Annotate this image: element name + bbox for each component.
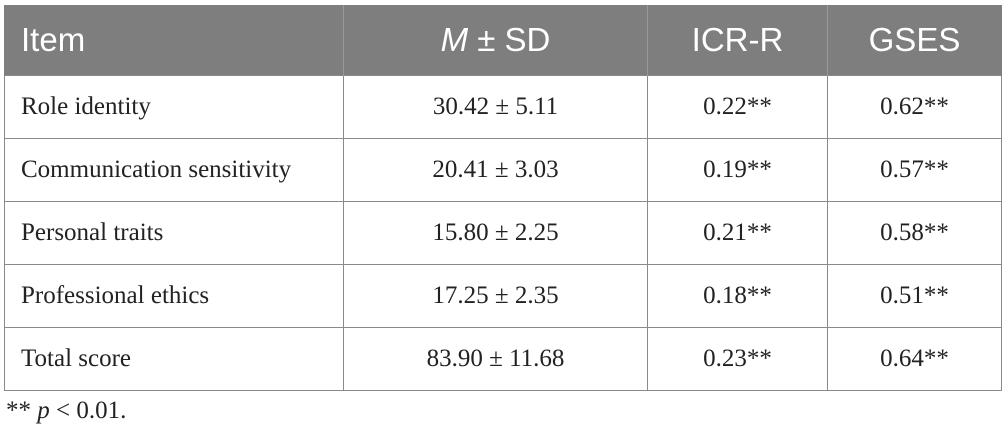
header-gses: GSES	[827, 5, 1002, 76]
footnote-stars: **	[6, 397, 38, 424]
cell-mean-sd: 30.42 ± 5.11	[343, 75, 648, 139]
cell-gses: 0.57**	[827, 138, 1002, 202]
cell-icr-r: 0.23**	[647, 327, 828, 391]
table-row: Personal traits 15.80 ± 2.25 0.21** 0.58…	[4, 201, 1002, 265]
cell-gses: 0.62**	[827, 75, 1002, 139]
cell-item: Total score	[4, 327, 344, 391]
cell-icr-r: 0.18**	[647, 264, 828, 328]
cell-gses: 0.64**	[827, 327, 1002, 391]
cell-icr-r: 0.19**	[647, 138, 828, 202]
footnote-rest: < 0.01.	[49, 397, 127, 424]
header-item: Item	[4, 5, 344, 76]
cell-item: Communication sensitivity	[4, 138, 344, 202]
cell-item: Role identity	[4, 75, 344, 139]
table-footnote: ** p < 0.01.	[6, 397, 126, 425]
cell-icr-r: 0.21**	[647, 201, 828, 265]
header-icr-r: ICR-R	[647, 5, 828, 76]
cell-item: Professional ethics	[4, 264, 344, 328]
header-pm-sd: ± SD	[468, 21, 551, 58]
table-row: Total score 83.90 ± 11.68 0.23** 0.64**	[4, 327, 1002, 391]
cell-icr-r: 0.22**	[647, 75, 828, 139]
table-row: Communication sensitivity 20.41 ± 3.03 0…	[4, 138, 1002, 202]
footnote-p: p	[37, 397, 50, 424]
cell-mean-sd: 17.25 ± 2.35	[343, 264, 648, 328]
header-m-symbol: M	[440, 21, 469, 58]
table-row: Role identity 30.42 ± 5.11 0.22** 0.62**	[4, 75, 1002, 139]
header-mean-sd: M ± SD	[343, 5, 648, 76]
cell-item: Personal traits	[4, 201, 344, 265]
cell-gses: 0.51**	[827, 264, 1002, 328]
table-row: Professional ethics 17.25 ± 2.35 0.18** …	[4, 264, 1002, 328]
cell-gses: 0.58**	[827, 201, 1002, 265]
results-table-container: Item M ± SD ICR-R GSES Role identity 30.…	[4, 5, 1002, 391]
results-table: Item M ± SD ICR-R GSES Role identity 30.…	[4, 5, 1002, 391]
cell-mean-sd: 20.41 ± 3.03	[343, 138, 648, 202]
cell-mean-sd: 15.80 ± 2.25	[343, 201, 648, 265]
cell-mean-sd: 83.90 ± 11.68	[343, 327, 648, 391]
header-row: Item M ± SD ICR-R GSES	[4, 5, 1002, 76]
